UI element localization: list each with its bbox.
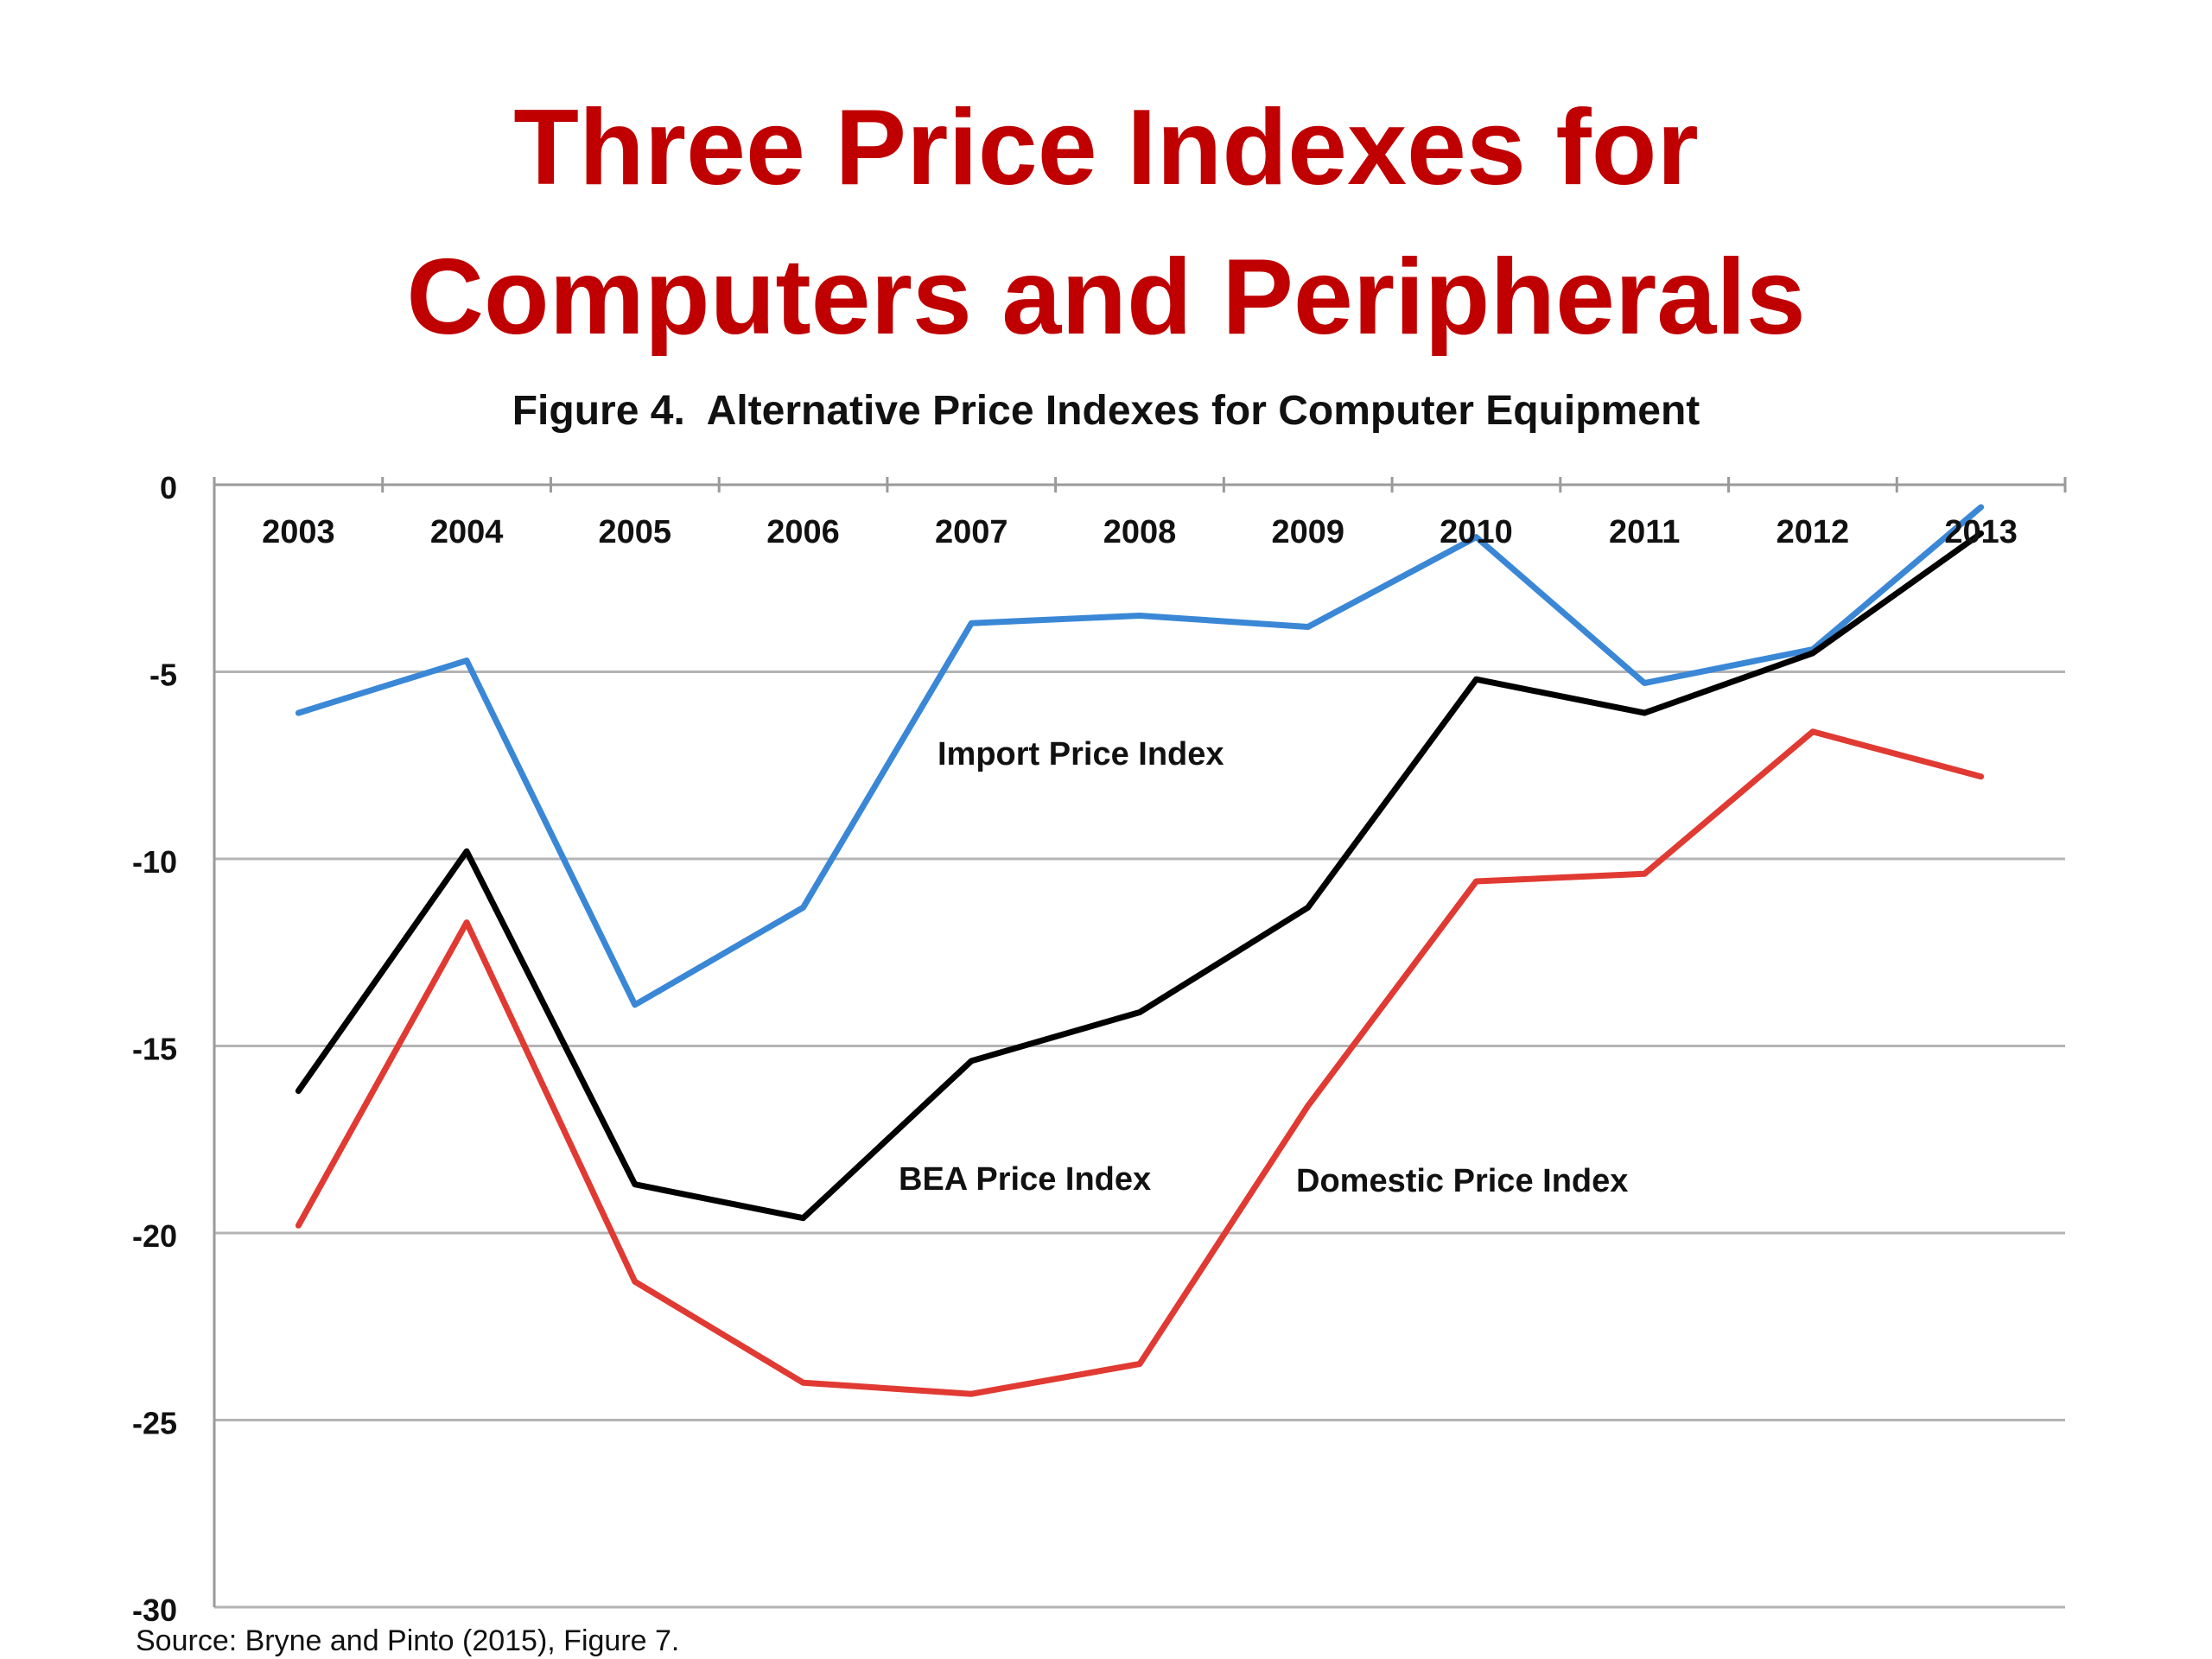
axes xyxy=(213,477,2067,1607)
x-tick-label: 2006 xyxy=(766,514,840,550)
y-tick-label: -15 xyxy=(132,1032,177,1067)
series-label-bea: BEA Price Index xyxy=(899,1161,1151,1198)
series-line-domestic xyxy=(295,728,1985,1397)
gridlines xyxy=(214,671,2065,1609)
x-tick-label: 2003 xyxy=(262,514,335,550)
slide-title-line-1: Three Price Indexes for xyxy=(513,88,1699,207)
x-tick-label: 2013 xyxy=(1944,514,2018,550)
x-tick-label: 2004 xyxy=(430,514,504,550)
series-lines xyxy=(295,504,1985,1397)
y-tick-label: -10 xyxy=(132,844,177,880)
series-label-import: Import Price Index xyxy=(938,736,1224,772)
y-tick-label: -5 xyxy=(149,658,177,693)
labels: 0 -5 -10 -15 -20 -25 -30 2003 2004 2005 2006 2007 20… xyxy=(132,470,2018,1628)
series-line-import xyxy=(295,504,1985,1008)
slide-title: Three Price Indexes for Computers and Pe… xyxy=(0,73,2212,372)
source-note: Source: Bryne and Pinto (2015), Figure 7… xyxy=(136,1624,680,1657)
chart-title: Figure 4. Alternative Price Indexes for … xyxy=(512,388,1700,434)
slide-title-line-2: Computers and Peripherals xyxy=(406,238,1806,357)
y-tick-label: -20 xyxy=(132,1218,177,1254)
series-line-bea xyxy=(295,530,1985,1222)
x-tick-label: 2011 xyxy=(1609,514,1680,550)
x-tick-label: 2007 xyxy=(935,514,1008,550)
x-tick-label: 2009 xyxy=(1271,514,1344,550)
y-tick-label: 0 xyxy=(160,470,177,505)
x-tick-label: 2010 xyxy=(1440,514,1513,550)
x-tick-label: 2012 xyxy=(1777,514,1850,550)
y-tick-label: -25 xyxy=(132,1406,177,1441)
x-tick-label: 2008 xyxy=(1103,514,1177,550)
y-tick-label: -30 xyxy=(132,1592,177,1628)
x-tick-label: 2005 xyxy=(599,514,672,550)
series-label-domestic: Domestic Price Index xyxy=(1296,1163,1628,1199)
